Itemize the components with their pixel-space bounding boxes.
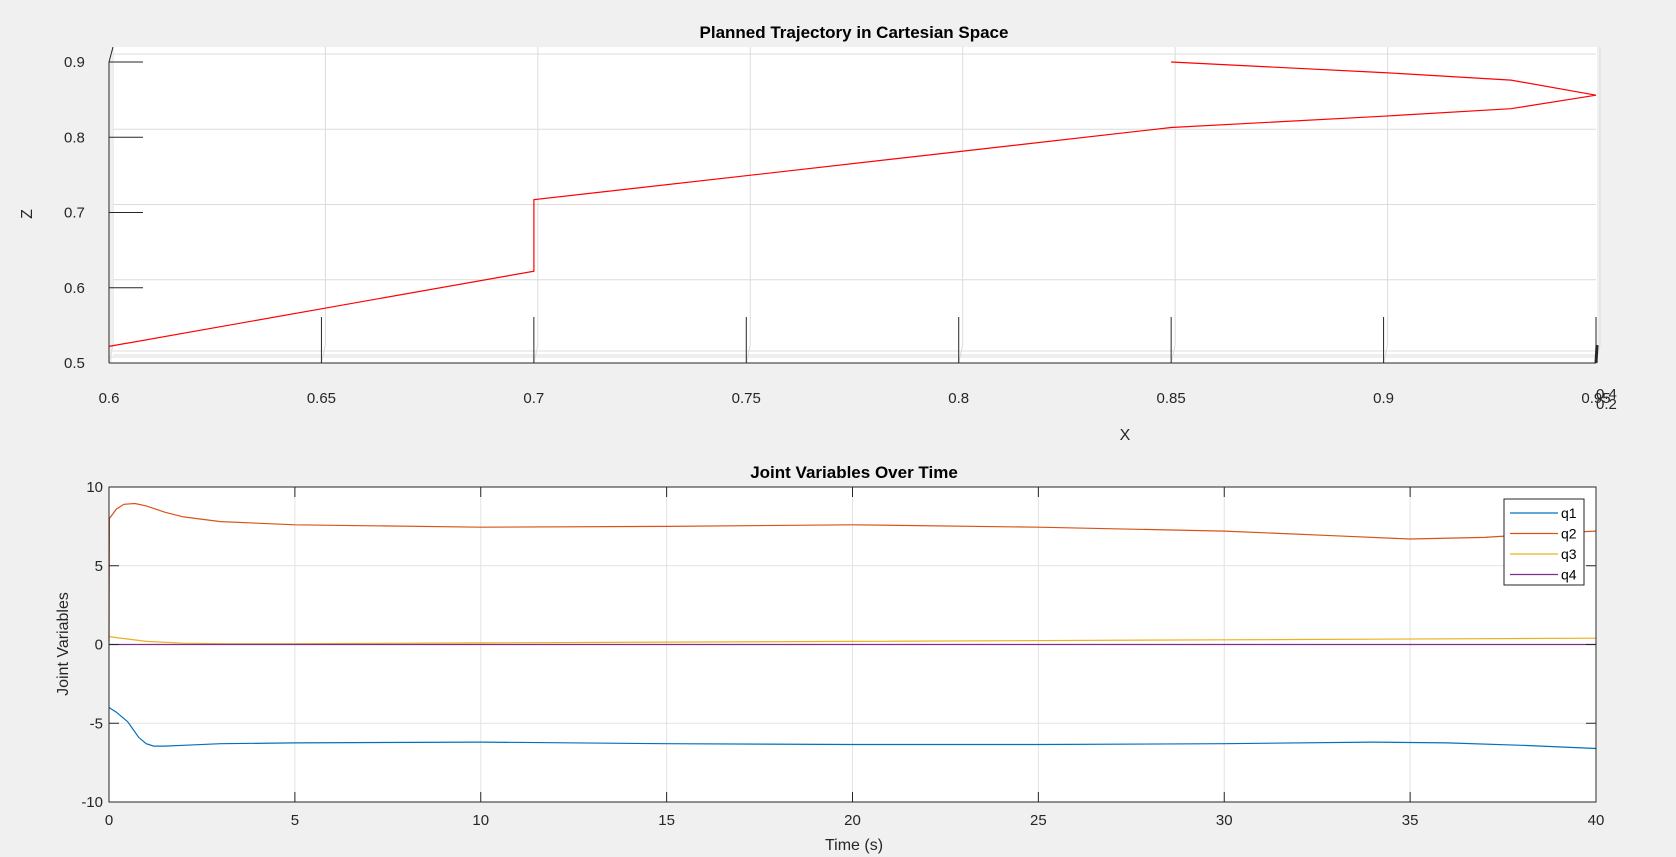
- series-line-q1: [108, 706, 1597, 750]
- series-lines: [108, 61, 1597, 347]
- x-axis-label: X: [1120, 427, 1131, 444]
- trajectory-line: [108, 61, 1597, 347]
- z-axis-line: [108, 46, 114, 63]
- x-tick-label: 15: [658, 812, 675, 829]
- depth-tick-label: 0.2: [1596, 396, 1617, 413]
- axes: 0.6 0.65 0.7 0.75 0.8 0.85 0.9 0.95 0.5 0.6 0.7 0.8…: [64, 46, 1617, 413]
- x-tick-label: 0.7: [523, 390, 544, 407]
- x-tick-label: 40: [1588, 812, 1605, 829]
- y-tick-label: 10: [86, 479, 103, 496]
- legend-label-q3: q3: [1561, 546, 1577, 562]
- grid-line-x: [1170, 344, 1176, 364]
- legend-label-q2: q2: [1561, 526, 1577, 542]
- grid-line-x: [745, 344, 751, 364]
- cartesian-trajectory-plot: 0.6 0.65 0.7 0.75 0.8 0.85 0.9 0.95 0.5 0.6 0.7 0.8…: [19, 23, 1617, 444]
- axes: 0 5 10 15 20 25 30 35 40 -10 -5 0 5 10: [81, 479, 1604, 829]
- x-tick-label: 0.9: [1373, 390, 1394, 407]
- x-tick-label: 0.85: [1157, 390, 1186, 407]
- y-axis-label: Z: [19, 209, 36, 219]
- z-tick-label: 0.5: [64, 355, 85, 372]
- series-line-q3: [108, 636, 1597, 645]
- grid: [108, 47, 1601, 364]
- y-tick-label: -10: [81, 794, 103, 811]
- z-tick-label: 0.7: [64, 205, 85, 222]
- series-line-q2: [108, 502, 1597, 642]
- legend-label-q4: q4: [1561, 567, 1577, 583]
- x-tick-label: 0.75: [732, 390, 761, 407]
- series-lines: [108, 502, 1597, 750]
- x-tick-label: 35: [1402, 812, 1419, 829]
- chart-title: Joint Variables Over Time: [750, 463, 958, 482]
- x-tick-label: 0: [105, 812, 113, 829]
- x-tick-label: 30: [1216, 812, 1233, 829]
- x-tick-label: 0.6: [99, 390, 120, 407]
- depth-tick-label: 0.4: [1596, 386, 1617, 403]
- y-tick-label: -5: [90, 715, 103, 732]
- y-axis-label: Joint Variables: [55, 592, 72, 696]
- z-tick-label: 0.9: [64, 54, 85, 71]
- chart-title: Planned Trajectory in Cartesian Space: [700, 23, 1009, 42]
- x-tick-label: 0.95: [1581, 390, 1610, 407]
- legend: q1 q2 q3 q4: [1503, 498, 1585, 586]
- y-tick-label: 0: [95, 637, 103, 654]
- x-tick-label: 20: [844, 812, 861, 829]
- x-tick-label: 0.8: [948, 390, 969, 407]
- grid-line-x: [108, 344, 114, 364]
- joint-variables-plot: 0 5 10 15 20 25 30 35 40 -10 -5 0 5 10 Joint Variable…: [55, 463, 1604, 854]
- x-tick-label: 5: [291, 812, 299, 829]
- grid-line-x: [320, 344, 326, 364]
- grid-line-x: [958, 344, 964, 364]
- legend-label-q1: q1: [1561, 505, 1577, 521]
- x-tick-label: 25: [1030, 812, 1047, 829]
- z-tick-label: 0.6: [64, 280, 85, 297]
- x-axis-label: Time (s): [825, 837, 883, 854]
- x-tick-label: 0.65: [307, 390, 336, 407]
- grid-line-x: [1383, 344, 1389, 364]
- x-tick-label: 10: [472, 812, 489, 829]
- y-tick-label: 5: [95, 558, 103, 575]
- grid-line-x: [533, 344, 539, 364]
- z-tick-label: 0.8: [64, 129, 85, 146]
